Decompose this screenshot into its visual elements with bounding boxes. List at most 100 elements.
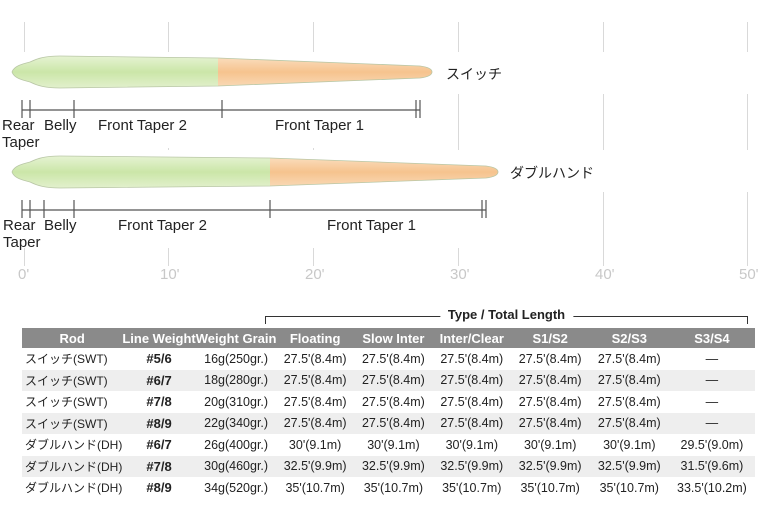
cell-slow-inter: 35'(10.7m) <box>363 480 424 495</box>
table-row: スイッチ(SWT) #8/9 22g(340gr.) 27.5'(8.4m) 2… <box>22 412 755 434</box>
header-inter-clear: Inter/Clear <box>432 328 511 348</box>
table-row: スイッチ(SWT) #7/8 20g(310gr.) 27.5'(8.4m) 2… <box>22 391 755 413</box>
cell-floating: 27.5'(8.4m) <box>283 394 347 409</box>
table-row: ダブルハンド(DH) #7/8 30g(460gr.) 32.5'(9.9m) … <box>22 455 755 477</box>
cell-slow-inter: 30'(9.1m) <box>367 437 420 452</box>
type-total-length-header: Type / Total Length <box>265 306 748 326</box>
cell-s2-s3: 27.5'(8.4m) <box>589 369 669 391</box>
cell-slow-inter: 27.5'(8.4m) <box>361 394 425 409</box>
cell-s3-s4: 33.5'(10.2m) <box>677 480 747 495</box>
cell-s2-s3: 32.5'(9.9m) <box>589 455 669 477</box>
type-total-length-label: Type / Total Length <box>439 307 574 322</box>
cell-inter-clear: 32.5'(9.9m) <box>432 455 511 477</box>
header-floating: Floating <box>276 328 354 348</box>
table-row: ダブルハンド(DH) #8/9 34g(520gr.) 35'(10.7m) 3… <box>22 477 755 499</box>
cell-rod: ダブルハンド(DH) <box>25 438 123 453</box>
cell-s1-s2: 27.5'(8.4m) <box>518 351 582 366</box>
cell-s3-s4: — <box>668 369 755 391</box>
cell-s3-s4: — <box>705 394 719 409</box>
double-hand-rear-taper-label: Rear Taper <box>3 217 41 251</box>
cell-line-weight: #6/7 <box>146 437 172 453</box>
header-s3-s4: S3/S4 <box>668 328 755 348</box>
cell-s3-s4: — <box>705 351 719 366</box>
cell-weight-grain: 22g(340gr.) <box>195 412 277 434</box>
cell-inter-clear: 27.5'(8.4m) <box>440 394 504 409</box>
cell-weight-grain: 18g(280gr.) <box>195 369 277 391</box>
switch-line-body <box>11 55 433 89</box>
axis-tick-30: 30' <box>450 266 470 283</box>
taper-diagram <box>11 55 499 218</box>
axis-tick-40: 40' <box>595 266 615 283</box>
grid-line-50 <box>747 22 748 266</box>
type-total-length-cap-right <box>747 316 748 324</box>
table-row: スイッチ(SWT) #5/6 16g(250gr.) 27.5'(8.4m) 2… <box>22 348 755 370</box>
double-hand-line-body <box>11 155 499 189</box>
line-name-switch: スイッチ <box>446 66 502 82</box>
cell-rod: ダブルハンド(DH) <box>25 481 123 496</box>
axis-tick-10: 10' <box>160 266 180 283</box>
cell-s3-s4: 31.5'(9.6m) <box>668 455 755 477</box>
cell-s2-s3: 27.5'(8.4m) <box>589 412 669 434</box>
double-hand-dimension-line <box>21 200 487 218</box>
header-weight-grain: Weight Grain <box>195 328 277 348</box>
cell-line-weight: #7/8 <box>122 455 196 477</box>
cell-rod: スイッチ(SWT) <box>25 395 108 410</box>
cell-s3-s4: — <box>668 412 755 434</box>
cell-s3-s4: 29.5'(9.0m) <box>680 437 744 452</box>
grid-line-40 <box>603 22 604 266</box>
cell-s1-s2: 27.5'(8.4m) <box>510 412 590 434</box>
table-row: スイッチ(SWT) #6/7 18g(280gr.) 27.5'(8.4m) 2… <box>22 369 755 391</box>
cell-weight-grain: 30g(460gr.) <box>195 455 277 477</box>
cell-inter-clear: 27.5'(8.4m) <box>440 351 504 366</box>
cell-inter-clear: 35'(10.7m) <box>442 480 502 495</box>
cell-s2-s3: 27.5'(8.4m) <box>597 394 661 409</box>
double-hand-front-taper-1-label: Front Taper 1 <box>327 217 416 234</box>
double-hand-belly-label: Belly <box>44 217 77 234</box>
cell-inter-clear: 30'(9.1m) <box>445 437 498 452</box>
header-rod: Rod <box>22 328 123 348</box>
cell-s2-s3: 30'(9.1m) <box>603 437 656 452</box>
cell-floating: 35'(10.7m) <box>285 480 345 495</box>
table-header-row: Rod Line Weight Weight Grain Floating Sl… <box>22 328 755 348</box>
cell-s1-s2: 30'(9.1m) <box>523 437 577 452</box>
switch-belly-label: Belly <box>44 117 77 134</box>
cell-floating: 30'(9.1m) <box>288 437 342 452</box>
double-hand-front-taper-2-label: Front Taper 2 <box>118 217 207 234</box>
cell-slow-inter: 27.5'(8.4m) <box>361 351 425 366</box>
cell-weight-grain: 26g(400gr.) <box>204 437 269 452</box>
cell-floating: 32.5'(9.9m) <box>276 455 354 477</box>
cell-s1-s2: 32.5'(9.9m) <box>510 455 590 477</box>
cell-slow-inter: 27.5'(8.4m) <box>353 369 433 391</box>
cell-s1-s2: 35'(10.7m) <box>520 480 580 495</box>
axis-tick-0: 0' <box>18 266 30 283</box>
cell-line-weight: #5/6 <box>146 351 172 367</box>
cell-line-weight: #7/8 <box>146 394 172 410</box>
cell-s1-s2: 27.5'(8.4m) <box>510 369 590 391</box>
cell-slow-inter: 32.5'(9.9m) <box>353 455 433 477</box>
axis-tick-20: 20' <box>305 266 325 283</box>
cell-line-weight: #8/9 <box>122 412 196 434</box>
cell-s2-s3: 35'(10.7m) <box>599 480 659 495</box>
spec-table: Rod Line Weight Weight Grain Floating Sl… <box>22 328 755 499</box>
cell-rod: スイッチ(SWT) <box>22 369 123 391</box>
cell-weight-grain: 16g(250gr.) <box>204 351 269 366</box>
switch-rear-taper-label: Rear Taper <box>2 117 40 151</box>
table-row: ダブルハンド(DH) #6/7 26g(400gr.) 30'(9.1m) 30… <box>22 434 755 456</box>
header-s1-s2: S1/S2 <box>510 328 590 348</box>
type-total-length-cap-left <box>265 316 266 324</box>
cell-s2-s3: 27.5'(8.4m) <box>597 351 661 366</box>
axis-tick-50: 50' <box>739 266 759 283</box>
cell-slow-inter: 27.5'(8.4m) <box>353 412 433 434</box>
cell-floating: 27.5'(8.4m) <box>276 369 354 391</box>
cell-floating: 27.5'(8.4m) <box>276 412 354 434</box>
grid-line-30 <box>458 22 459 266</box>
cell-inter-clear: 27.5'(8.4m) <box>432 412 511 434</box>
cell-line-weight: #6/7 <box>122 369 196 391</box>
cell-rod: スイッチ(SWT) <box>25 352 108 367</box>
cell-weight-grain: 20g(310gr.) <box>204 394 269 409</box>
cell-floating: 27.5'(8.4m) <box>283 351 347 366</box>
cell-line-weight: #8/9 <box>146 480 172 496</box>
header-slow-inter: Slow Inter <box>353 328 433 348</box>
header-s2-s3: S2/S3 <box>589 328 669 348</box>
header-line-weight: Line Weight <box>122 328 196 348</box>
